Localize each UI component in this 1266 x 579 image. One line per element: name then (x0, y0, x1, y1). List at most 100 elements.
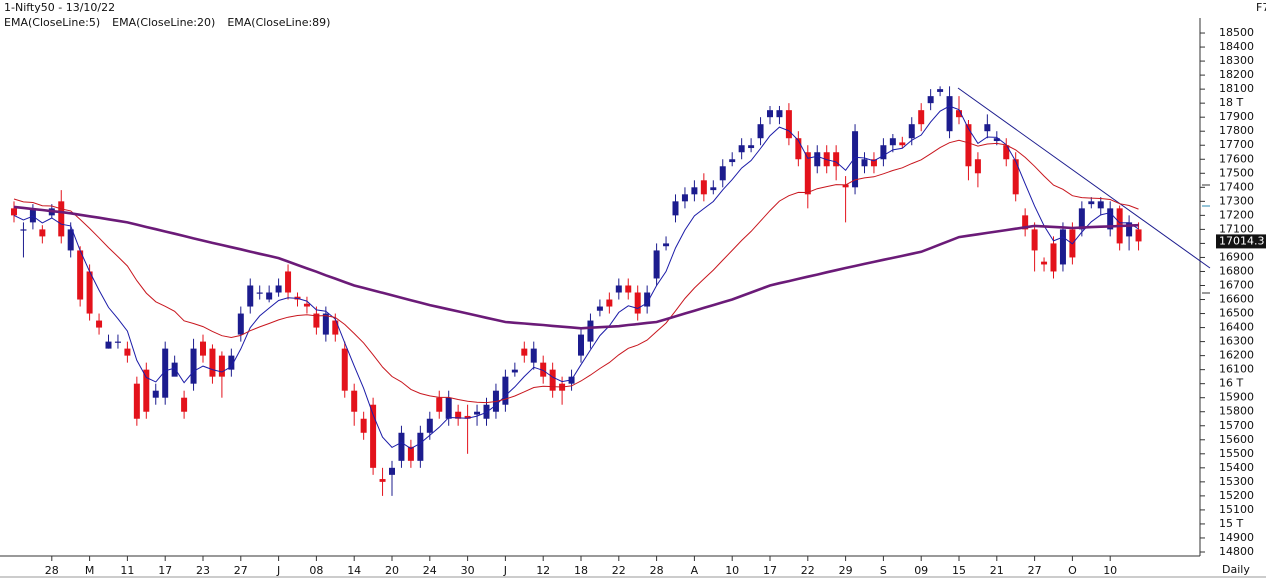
x-tick-label: 08 (309, 564, 323, 577)
x-tick-label: 28 (45, 564, 59, 577)
y-tick-label: 16300 (1219, 335, 1254, 348)
candle-body (767, 110, 773, 118)
candle-body (96, 320, 103, 328)
y-tick-label: 17600 (1219, 152, 1254, 165)
candle-body (757, 124, 764, 139)
x-tick-label: J (276, 564, 280, 577)
candle-body (464, 415, 471, 419)
y-tick-label: 17900 (1219, 110, 1254, 123)
x-tick-label: 24 (423, 564, 437, 577)
candle-body (748, 145, 755, 149)
candle-body (341, 348, 348, 391)
candle-body (143, 369, 150, 412)
candle-body (870, 159, 877, 167)
candle-body (417, 432, 424, 461)
candle-body (322, 313, 329, 335)
chart-title: 1-Nifty50 - 13/10/22 (4, 1, 115, 14)
y-tick-label: 15 T (1219, 517, 1243, 530)
ema-line (13, 205, 1139, 330)
x-tick-label: 17 (158, 564, 172, 577)
candle-body (956, 110, 962, 118)
y-tick-label: 18 T (1219, 96, 1243, 109)
candle-body (511, 369, 518, 373)
x-tick-label: 09 (914, 564, 928, 577)
candle-body (946, 96, 953, 132)
candle-body (398, 432, 405, 461)
candle-body (1107, 208, 1114, 230)
y-tick-label: 15500 (1219, 447, 1254, 460)
candle-body (105, 341, 112, 349)
candle-body (114, 341, 121, 343)
y-tick-label: 17300 (1219, 194, 1254, 207)
y-tick-label: 17500 (1219, 166, 1254, 179)
candle-body (681, 194, 688, 202)
candle-body (77, 250, 84, 300)
y-tick-label: 16900 (1219, 250, 1254, 263)
y-tick-label: 18200 (1219, 68, 1254, 81)
candle-body (360, 418, 367, 433)
last-price-label: 17014.3 (1219, 234, 1265, 247)
candle-body (218, 355, 225, 377)
y-tick-label: 16700 (1219, 278, 1254, 291)
candle-body (502, 376, 509, 405)
candle-body (606, 299, 613, 307)
y-tick-label: 17700 (1219, 138, 1254, 151)
candle-body (625, 285, 632, 293)
candle-body (209, 348, 216, 377)
candle-body (918, 110, 925, 125)
candle-body (313, 313, 320, 328)
candle-body (1097, 201, 1104, 209)
candle-body (861, 159, 868, 167)
candle-body (908, 124, 915, 139)
candle-body (738, 145, 745, 153)
candle-body (776, 110, 783, 118)
candle-body (785, 110, 792, 139)
candle-body (474, 411, 481, 415)
candle-body (1088, 201, 1095, 205)
candle-body (379, 479, 386, 482)
x-tick-label: A (691, 564, 699, 577)
candle-body (521, 348, 528, 356)
x-tick-label: 20 (385, 564, 399, 577)
candle-body (644, 292, 651, 307)
candle-body (710, 187, 717, 191)
candle-body (672, 201, 679, 216)
x-tick-label: J (503, 564, 507, 577)
candle-body (653, 250, 660, 279)
candle-body (549, 369, 556, 391)
x-tick-label: 23 (196, 564, 210, 577)
y-tick-label: 16800 (1219, 264, 1254, 277)
candle-body (587, 320, 594, 342)
candle-body (190, 348, 197, 384)
candle-body (634, 292, 641, 314)
candle-body (389, 467, 395, 475)
x-tick-label: 27 (234, 564, 248, 577)
candle-body (445, 397, 452, 419)
candle-body (937, 89, 944, 92)
candle-body (1078, 208, 1085, 230)
candle-body (11, 208, 17, 216)
y-tick-label: 14900 (1219, 531, 1254, 544)
y-tick-label: 15300 (1219, 475, 1254, 488)
candle-body (256, 292, 263, 294)
candle-body (228, 355, 235, 370)
candle-body (426, 418, 433, 433)
candle-body (124, 348, 131, 356)
candle-body (852, 131, 859, 188)
candle-body (974, 159, 981, 174)
candle-body (247, 285, 254, 307)
candle-body (181, 397, 188, 412)
corner-label: F7 (1256, 1, 1266, 14)
legend-entry: EMA(CloseLine:89) (227, 16, 330, 29)
candle-body (39, 229, 46, 237)
candle-body (984, 124, 991, 132)
y-tick-label: 17800 (1219, 124, 1254, 137)
candle-body (880, 145, 887, 160)
y-tick-label: 15200 (1219, 489, 1254, 502)
candle-body (171, 362, 178, 377)
y-tick-label: 16100 (1219, 363, 1254, 376)
ema-line (13, 139, 1139, 404)
candle-body (729, 159, 736, 163)
y-tick-label: 18400 (1219, 40, 1254, 53)
